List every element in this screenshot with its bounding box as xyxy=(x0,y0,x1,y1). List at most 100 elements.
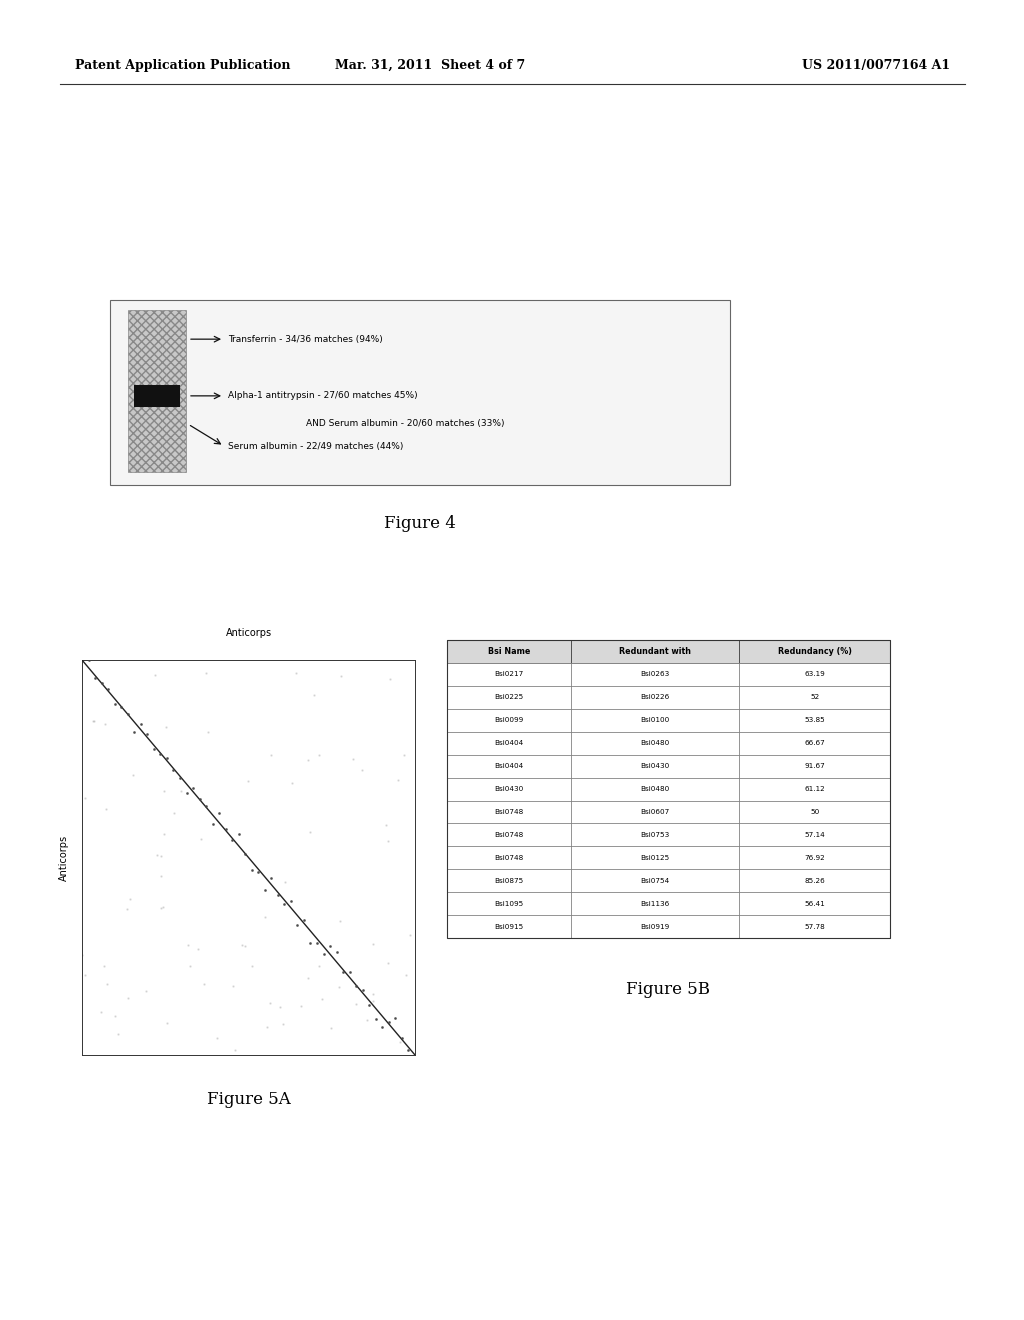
Bar xyxy=(447,731,571,755)
Text: Figure 5B: Figure 5B xyxy=(627,982,711,998)
Point xyxy=(200,722,216,743)
Bar xyxy=(447,846,571,870)
Bar xyxy=(571,640,739,663)
Text: Redundancy (%): Redundancy (%) xyxy=(777,647,852,656)
Point xyxy=(296,909,312,931)
Text: Bsi0404: Bsi0404 xyxy=(495,741,523,746)
Text: Figure 4: Figure 4 xyxy=(384,515,456,532)
Bar xyxy=(739,640,890,663)
Text: Bsi0915: Bsi0915 xyxy=(495,924,523,929)
Text: Bsi0753: Bsi0753 xyxy=(641,832,670,838)
Point xyxy=(392,1031,409,1052)
Point xyxy=(165,759,181,780)
Point xyxy=(244,956,260,977)
Text: 91.67: 91.67 xyxy=(804,763,825,770)
Point xyxy=(305,684,322,705)
Text: Bsi0430: Bsi0430 xyxy=(495,787,523,792)
Text: AND Serum albumin - 20/60 matches (33%): AND Serum albumin - 20/60 matches (33%) xyxy=(306,420,505,429)
Point xyxy=(300,968,316,989)
Point xyxy=(99,973,116,994)
Point xyxy=(172,767,188,788)
Text: Anticorps: Anticorps xyxy=(225,628,271,638)
Point xyxy=(156,824,172,845)
Point xyxy=(119,898,135,919)
Point xyxy=(302,821,318,842)
Text: Serum albumin - 22/49 matches (44%): Serum albumin - 22/49 matches (44%) xyxy=(228,442,403,450)
Point xyxy=(401,924,418,945)
Point xyxy=(217,818,233,840)
Point xyxy=(139,723,156,744)
Point xyxy=(397,965,414,986)
Bar xyxy=(739,709,890,731)
Point xyxy=(198,795,214,816)
Bar xyxy=(739,755,890,777)
Point xyxy=(158,717,174,738)
Text: 53.85: 53.85 xyxy=(804,717,825,723)
Point xyxy=(380,830,396,851)
Point xyxy=(302,933,318,954)
Point xyxy=(331,977,347,998)
Point xyxy=(159,1012,175,1034)
Point xyxy=(276,894,293,915)
Point xyxy=(85,711,101,733)
Point xyxy=(390,770,407,791)
Bar xyxy=(739,663,890,686)
Point xyxy=(275,1012,292,1034)
Point xyxy=(74,944,90,965)
Text: Bsi1136: Bsi1136 xyxy=(641,900,670,907)
Text: Bsi0748: Bsi0748 xyxy=(495,832,523,838)
Point xyxy=(354,979,371,1001)
Point xyxy=(189,939,206,960)
Point xyxy=(124,764,140,785)
Point xyxy=(96,713,113,734)
Point xyxy=(120,704,136,725)
Point xyxy=(150,845,166,866)
Bar xyxy=(571,663,739,686)
Point xyxy=(226,1039,243,1060)
Point xyxy=(81,649,97,671)
Point xyxy=(263,744,280,766)
Point xyxy=(322,935,338,956)
Point xyxy=(156,896,172,917)
Point xyxy=(309,932,326,953)
Bar xyxy=(128,310,186,473)
Text: 76.92: 76.92 xyxy=(804,855,825,861)
Point xyxy=(240,770,256,791)
Point xyxy=(233,935,250,956)
Point xyxy=(191,788,208,809)
Point xyxy=(244,859,260,880)
Point xyxy=(146,664,163,685)
Point xyxy=(196,973,212,994)
Text: Redundant with: Redundant with xyxy=(620,647,691,656)
Point xyxy=(366,990,382,1011)
Point xyxy=(145,738,162,759)
Point xyxy=(365,933,381,954)
Point xyxy=(120,987,136,1008)
Text: Figure 5A: Figure 5A xyxy=(207,1092,291,1109)
Point xyxy=(194,829,210,850)
Bar xyxy=(447,755,571,777)
Bar xyxy=(447,892,571,915)
Point xyxy=(122,888,138,909)
Bar xyxy=(447,663,571,686)
Point xyxy=(395,744,412,766)
Text: Transferrin - 34/36 matches (94%): Transferrin - 34/36 matches (94%) xyxy=(228,335,383,343)
Bar xyxy=(447,640,571,663)
Bar xyxy=(739,870,890,892)
Point xyxy=(205,813,221,834)
Bar xyxy=(739,846,890,870)
Bar xyxy=(447,709,571,731)
Bar xyxy=(447,915,571,939)
Point xyxy=(153,845,169,866)
Point xyxy=(393,1027,410,1048)
Point xyxy=(289,915,305,936)
Point xyxy=(156,780,172,801)
Bar xyxy=(571,686,739,709)
Bar xyxy=(571,870,739,892)
Point xyxy=(100,678,117,700)
Point xyxy=(113,696,129,717)
Text: Bsi0875: Bsi0875 xyxy=(495,878,523,884)
Text: Bsi Name: Bsi Name xyxy=(487,647,530,656)
Text: Bsi0919: Bsi0919 xyxy=(641,924,670,929)
Point xyxy=(263,867,280,888)
